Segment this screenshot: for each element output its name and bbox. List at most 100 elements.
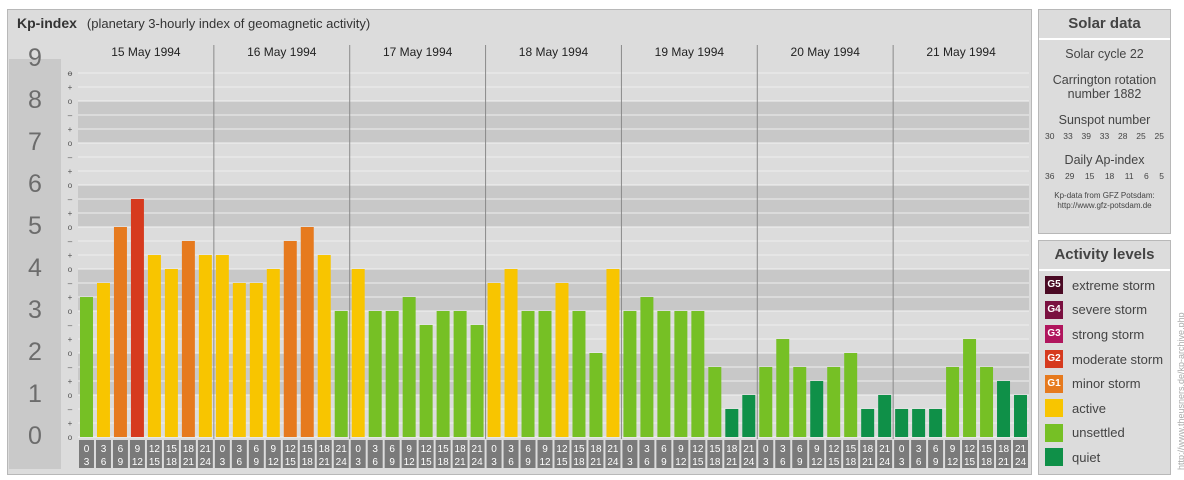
hour-label-box xyxy=(79,440,94,468)
kp-bar xyxy=(147,255,161,437)
kp-bar xyxy=(725,408,739,437)
activity-level-item: unsettled xyxy=(1039,421,1170,446)
hour-end-label: 6 xyxy=(644,457,650,468)
level-color-swatch: G4 xyxy=(1045,300,1063,319)
hour-label-box xyxy=(163,440,179,468)
sub-tick-label: o xyxy=(68,307,73,316)
hour-end-label: 24 xyxy=(1015,457,1027,468)
kp-bar xyxy=(861,408,875,437)
y-tick-label: 4 xyxy=(28,254,42,282)
hour-end-label: 9 xyxy=(933,457,939,468)
hour-end-label: 24 xyxy=(743,457,755,468)
hour-end-label: 6 xyxy=(916,457,922,468)
kp-bar xyxy=(657,311,671,437)
hour-end-label: 24 xyxy=(607,457,619,468)
hour-end-label: 12 xyxy=(675,457,687,468)
hour-end-label: 9 xyxy=(525,457,531,468)
hour-start-label: 3 xyxy=(508,444,514,455)
ap-value: 6 xyxy=(1144,171,1149,181)
ap-value: 18 xyxy=(1104,171,1115,181)
kp-band xyxy=(78,143,1029,185)
hour-start-label: 18 xyxy=(319,444,331,455)
ap-value: 15 xyxy=(1084,171,1095,181)
day-header-strip xyxy=(78,45,1029,59)
hour-end-label: 15 xyxy=(421,457,433,468)
carrington-line-2: number 1882 xyxy=(1067,87,1142,101)
level-label: unsettled xyxy=(1072,425,1125,441)
hour-start-label: 21 xyxy=(607,444,619,455)
hour-end-label: 6 xyxy=(780,457,786,468)
hour-label-box xyxy=(316,440,332,468)
hour-label-box xyxy=(775,440,791,468)
hour-end-label: 3 xyxy=(899,457,905,468)
hour-start-label: 21 xyxy=(879,444,891,455)
sunspot-value: 25 xyxy=(1154,131,1164,141)
kp-bar xyxy=(623,311,637,437)
hour-label-box xyxy=(877,440,893,468)
hour-label-box xyxy=(299,440,315,468)
level-color-swatch xyxy=(1045,448,1063,467)
activity-level-item: G2 moderate storm xyxy=(1039,347,1170,372)
hour-label-box xyxy=(1013,440,1028,468)
sunspot-value: 30 xyxy=(1045,131,1055,141)
sub-tick-label: – xyxy=(68,69,73,78)
hour-end-label: 3 xyxy=(220,457,226,468)
hour-label-box xyxy=(996,440,1012,468)
hour-label-box xyxy=(537,440,553,468)
kp-bar xyxy=(419,324,433,437)
day-label: 15 May 1994 xyxy=(111,45,181,59)
hour-label-box xyxy=(367,440,383,468)
level-label: severe storm xyxy=(1072,302,1148,318)
kp-bar xyxy=(368,311,382,437)
hour-start-label: 0 xyxy=(220,444,226,455)
sub-tick-label: + xyxy=(68,335,73,344)
hour-label-box xyxy=(571,440,587,468)
sub-tick-label: + xyxy=(68,251,73,260)
hour-end-label: 9 xyxy=(118,457,124,468)
activity-level-item: G3 strong storm xyxy=(1039,322,1170,347)
hour-start-label: 9 xyxy=(406,444,412,455)
hour-start-label: 6 xyxy=(389,444,395,455)
kp-bar xyxy=(283,240,297,437)
hour-label-box xyxy=(945,440,961,468)
activity-level-item: G5 extreme storm xyxy=(1039,273,1170,298)
hour-label-box xyxy=(911,440,927,468)
kp-bar xyxy=(742,395,756,437)
kp-bar xyxy=(878,395,892,437)
sub-tick-label: o xyxy=(68,139,73,148)
hour-start-label: 12 xyxy=(285,444,297,455)
level-color-swatch xyxy=(1045,399,1063,418)
hour-end-label: 15 xyxy=(556,457,568,468)
sub-tick-label: o xyxy=(68,265,73,274)
hour-end-label: 3 xyxy=(491,457,497,468)
hour-end-label: 24 xyxy=(879,457,891,468)
activity-levels-title: Activity levels xyxy=(1039,241,1170,271)
level-color-swatch: G5 xyxy=(1045,276,1063,295)
activity-level-item: quiet xyxy=(1039,445,1170,470)
sub-tick-label: + xyxy=(68,419,73,428)
sunspot-values: 30 33 39 33 28 25 25 xyxy=(1039,131,1170,141)
hour-label-box xyxy=(860,440,876,468)
sub-tick-label: – xyxy=(68,405,73,414)
hour-label-box xyxy=(95,440,111,468)
hour-end-label: 18 xyxy=(845,457,857,468)
ap-title: Daily Ap-index xyxy=(1064,153,1145,167)
ap-values: 36 29 15 18 11 6 5 xyxy=(1039,171,1170,181)
sub-tick-label: + xyxy=(68,209,73,218)
hour-end-label: 3 xyxy=(627,457,633,468)
hour-start-label: 9 xyxy=(135,444,141,455)
hour-start-label: 15 xyxy=(709,444,721,455)
hour-end-label: 12 xyxy=(132,457,144,468)
kp-bar xyxy=(80,297,93,437)
kp-bar xyxy=(402,297,416,437)
sub-tick-label: + xyxy=(68,293,73,302)
day-label: 19 May 1994 xyxy=(655,45,725,59)
day-label: 21 May 1994 xyxy=(926,45,996,59)
hour-start-label: 6 xyxy=(933,444,939,455)
hour-end-label: 21 xyxy=(726,457,738,468)
day-label: 16 May 1994 xyxy=(247,45,317,59)
activity-levels-list: G5 extreme storm G4 severe storm G3 strong st… xyxy=(1039,271,1170,470)
hour-start-label: 0 xyxy=(491,444,497,455)
chart-title-bar: Kp-index (planetary 3-hourly index of ge… xyxy=(9,9,1029,37)
y-tick-label: 7 xyxy=(28,128,42,156)
